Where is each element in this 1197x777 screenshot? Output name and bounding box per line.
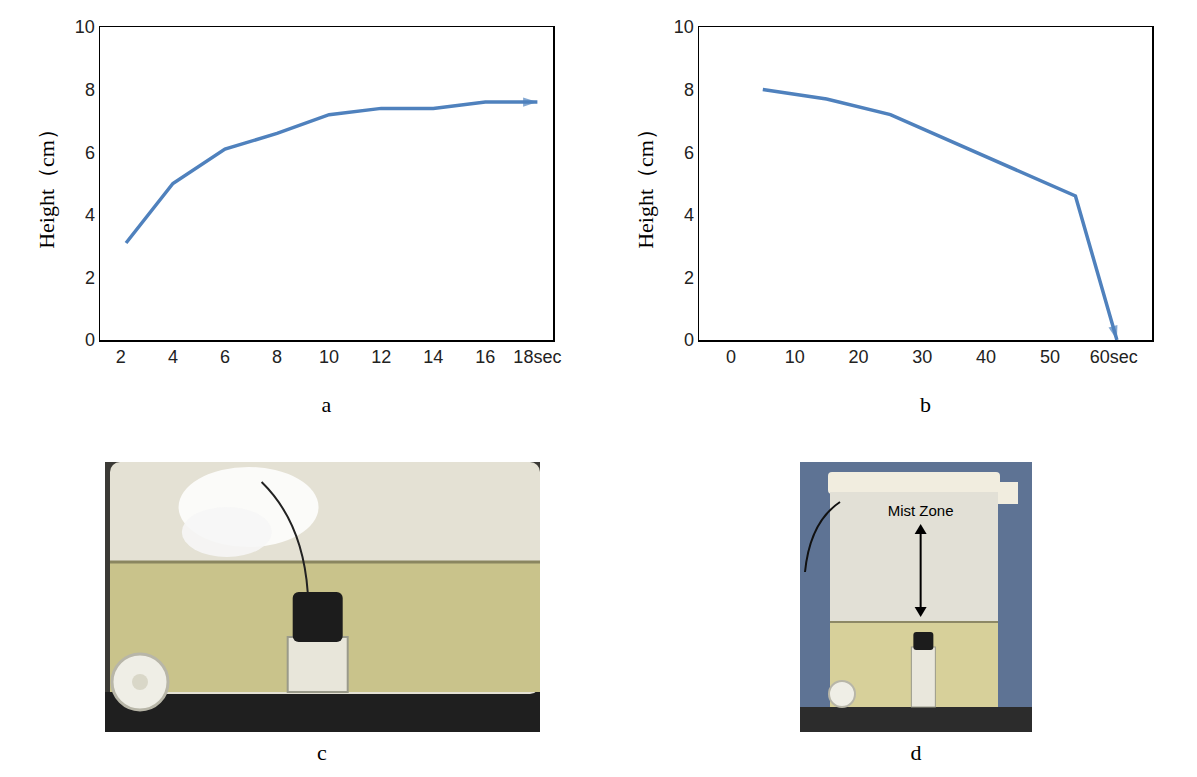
svg-text:40: 40 xyxy=(976,347,996,367)
svg-text:16: 16 xyxy=(475,347,495,367)
svg-text:10: 10 xyxy=(674,17,694,37)
svg-text:4: 4 xyxy=(85,205,95,225)
svg-text:18sec: 18sec xyxy=(513,347,561,367)
html-text:a: a xyxy=(321,392,332,417)
svg-text:4: 4 xyxy=(168,347,178,367)
svg-text:8: 8 xyxy=(85,80,95,100)
svg-text:12: 12 xyxy=(371,347,391,367)
svg-text:0: 0 xyxy=(85,330,95,350)
svg-text:Height（cm）: Height（cm） xyxy=(34,118,59,249)
svg-text:14: 14 xyxy=(423,347,443,367)
svg-text:2: 2 xyxy=(85,268,95,288)
svg-text:6: 6 xyxy=(220,347,230,367)
svg-text:8: 8 xyxy=(684,80,694,100)
svg-text:0: 0 xyxy=(684,330,694,350)
svg-text:8: 8 xyxy=(272,347,282,367)
svg-text:2: 2 xyxy=(116,347,126,367)
svg-text:30: 30 xyxy=(912,347,932,367)
svg-text:10: 10 xyxy=(75,17,95,37)
svg-text:50: 50 xyxy=(1040,347,1060,367)
html-text:d: d xyxy=(910,740,922,765)
svg-text:0: 0 xyxy=(726,347,736,367)
svg-text:10: 10 xyxy=(785,347,805,367)
svg-text:Mist Zone: Mist Zone xyxy=(888,502,954,519)
svg-text:10: 10 xyxy=(319,347,339,367)
svg-text:2: 2 xyxy=(684,268,694,288)
svg-text:20: 20 xyxy=(848,347,868,367)
html-text:b: b xyxy=(920,392,931,417)
svg-text:Height（cm）: Height（cm） xyxy=(633,118,658,249)
svg-text:6: 6 xyxy=(85,143,95,163)
svg-text:60sec: 60sec xyxy=(1090,347,1138,367)
html-text:c: c xyxy=(317,740,327,765)
svg-text:6: 6 xyxy=(684,143,694,163)
svg-text:4: 4 xyxy=(684,205,694,225)
